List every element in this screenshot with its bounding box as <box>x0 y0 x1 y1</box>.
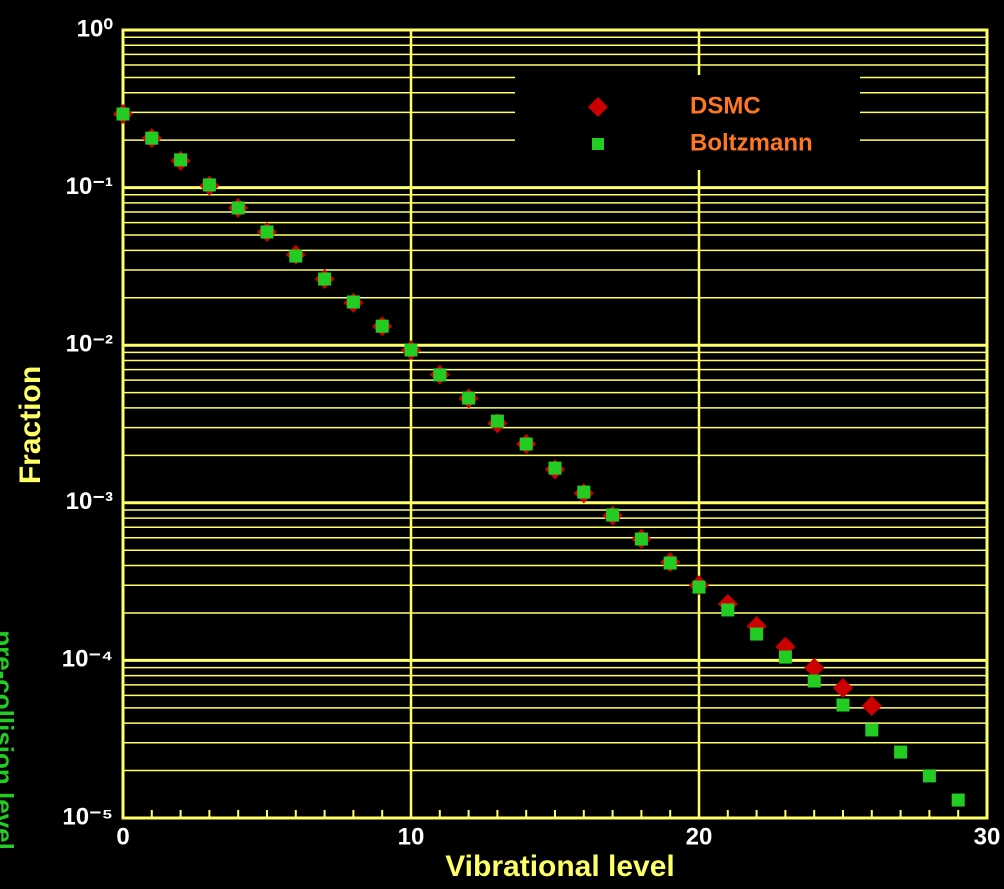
boltzmann-marker <box>490 414 504 428</box>
boltzmann-marker <box>606 508 620 522</box>
boltzmann-marker <box>778 650 792 664</box>
x-axis-label: Vibrational level <box>445 850 675 883</box>
y-tick-label: 10⁻⁵ <box>62 803 113 830</box>
boltzmann-marker <box>433 368 447 382</box>
y-axis-label: Fraction <box>14 366 47 484</box>
boltzmann-marker <box>346 295 360 309</box>
boltzmann-marker <box>894 745 908 759</box>
boltzmann-marker <box>174 153 188 167</box>
boltzmann-marker <box>289 249 303 263</box>
boltzmann-marker <box>836 698 850 712</box>
boltzmann-marker <box>750 627 764 641</box>
x-tick-label: 10 <box>398 823 425 850</box>
boltzmann-marker <box>202 178 216 192</box>
legend-label: Boltzmann <box>690 129 813 156</box>
boltzmann-marker <box>116 107 130 121</box>
annotation: pre-collision level <box>0 630 19 850</box>
dsmc-marker <box>804 657 825 678</box>
boltzmann-marker <box>663 556 677 570</box>
boltzmann-marker <box>721 603 735 617</box>
y-tick-label: 10⁻¹ <box>66 173 113 200</box>
y-tick-label: 10⁻⁴ <box>62 646 113 673</box>
boltzmann-marker <box>634 532 648 546</box>
boltzmann-marker <box>375 319 389 333</box>
boltzmann-marker <box>951 793 965 807</box>
boltzmann-marker <box>519 437 533 451</box>
boltzmann-marker <box>548 461 562 475</box>
y-tick-label: 10⁰ <box>77 15 114 42</box>
boltzmann-marker <box>145 131 159 145</box>
boltzmann-marker <box>260 225 274 239</box>
x-tick-label: 0 <box>116 823 129 850</box>
x-tick-label: 30 <box>974 823 1001 850</box>
legend-marker <box>588 97 608 117</box>
boltzmann-marker <box>922 769 936 783</box>
legend-box <box>515 75 860 170</box>
boltzmann-marker <box>404 343 418 357</box>
legend-marker <box>592 138 604 150</box>
boltzmann-marker <box>865 723 879 737</box>
boltzmann-marker <box>692 580 706 594</box>
dsmc-marker <box>833 678 853 699</box>
legend-label: DSMC <box>690 92 761 119</box>
dsmc-marker <box>861 695 882 716</box>
boltzmann-marker <box>318 272 332 286</box>
plot-frame <box>121 28 989 820</box>
boltzmann-marker <box>807 674 821 688</box>
boltzmann-marker <box>231 201 245 215</box>
y-tick-label: 10⁻² <box>66 331 113 358</box>
x-tick-label: 20 <box>686 823 713 850</box>
boltzmann-marker <box>462 391 476 405</box>
y-tick-label: 10⁻³ <box>66 488 113 515</box>
boltzmann-marker <box>577 485 591 499</box>
